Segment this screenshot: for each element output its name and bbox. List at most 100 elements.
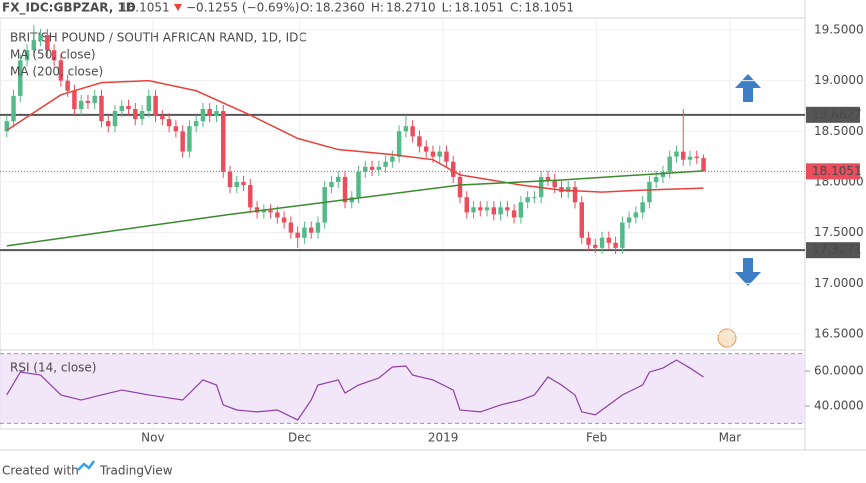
down-arrow	[735, 258, 761, 286]
x-tick-label: Nov	[141, 431, 164, 445]
candle-body	[106, 121, 111, 127]
rsi-tick-label: 60.0000	[814, 364, 864, 378]
header: FX_IDC:GBPZAR, 1D 18.1051 −0.1255 (−0.69…	[2, 1, 299, 16]
candle-body	[221, 111, 226, 172]
ohlc-label: L:	[442, 1, 453, 15]
candle-body	[464, 197, 469, 213]
candle-body	[525, 197, 530, 203]
ohlc-value: 18.2710	[386, 1, 436, 15]
candle-body	[640, 202, 645, 213]
candle-body	[322, 187, 327, 223]
candle-body	[410, 126, 415, 137]
x-tick-label: Dec	[288, 431, 311, 445]
events-icon[interactable]	[717, 328, 737, 348]
candle-body	[281, 217, 287, 223]
candle-body	[92, 95, 97, 103]
candle-body	[342, 176, 348, 203]
candle-body	[180, 131, 185, 152]
candle-body	[376, 166, 382, 170]
rsi-legend: RSI (14, close)	[10, 361, 96, 375]
candle-body	[45, 35, 50, 51]
last-price-label: 18.1051	[812, 164, 862, 178]
candle-body	[275, 212, 280, 218]
candle-body	[545, 176, 551, 180]
candle-body	[234, 181, 239, 188]
y-tick-label: 17.0000	[814, 276, 864, 290]
candle-body	[241, 181, 246, 186]
ohlc-label: H:	[371, 1, 384, 15]
candle-body	[593, 244, 598, 248]
candle-body	[302, 227, 307, 238]
candle-body	[187, 126, 192, 152]
candle-body	[369, 166, 375, 170]
candle-body	[694, 156, 699, 159]
candle-body	[396, 131, 402, 157]
candle-body	[288, 222, 294, 233]
candle-body	[491, 207, 497, 215]
candle-body	[363, 166, 368, 172]
last-price-box	[806, 163, 860, 180]
candle-body	[444, 151, 449, 162]
candle-body	[430, 151, 436, 157]
tv-logo	[77, 460, 96, 471]
candle-body	[65, 80, 70, 91]
legend-entry: MA (200, close)	[10, 65, 103, 79]
candle-body	[146, 95, 152, 112]
candle-body	[166, 119, 172, 127]
candle-body	[261, 210, 267, 213]
candle-body	[390, 156, 395, 162]
level-label: 17.3271	[812, 243, 862, 257]
candle-body	[18, 60, 23, 96]
candle-body	[532, 197, 537, 199]
candle-body	[193, 121, 199, 127]
ohlc-label: C:	[510, 1, 522, 15]
x-tick-label: 2019	[428, 431, 459, 445]
y-tick-label: 19.0000	[814, 73, 864, 87]
candle-body	[315, 222, 321, 233]
candle-body	[24, 50, 30, 61]
candle-body	[471, 207, 476, 213]
candle-body	[498, 207, 503, 215]
legend-entry: MA (50, close)	[10, 48, 96, 62]
candle-body	[633, 212, 639, 218]
candle-body	[254, 207, 260, 213]
ohlc-value: 18.1051	[524, 1, 574, 15]
candle-body	[85, 100, 91, 103]
candle-body	[133, 109, 138, 120]
x-tick-label: Feb	[586, 431, 607, 445]
candle-body	[119, 105, 124, 112]
candle-body	[579, 202, 584, 238]
candle-body	[356, 171, 361, 198]
candle-body	[31, 40, 37, 51]
candle-body	[586, 237, 591, 245]
candle-body	[308, 227, 314, 233]
y-tick-label: 19.5000	[814, 22, 864, 36]
candle-body	[626, 217, 632, 223]
candle-body	[647, 181, 652, 203]
candle-body	[295, 232, 300, 238]
y-tick-label: 17.5000	[814, 225, 864, 239]
candle-body	[674, 151, 679, 157]
down-triangle	[174, 4, 182, 11]
candle-body	[72, 90, 77, 110]
candle-body	[701, 158, 706, 172]
candle-body	[552, 179, 557, 188]
candle-body	[687, 156, 693, 160]
change: −0.1255 (−0.69%)	[186, 1, 299, 15]
footer-created: Created with	[2, 464, 79, 478]
x-tick-label: Mar	[719, 431, 742, 445]
y-tick-label: 18.5000	[814, 124, 864, 138]
candle-body	[620, 222, 625, 248]
candle-body	[227, 171, 233, 188]
candle-body	[38, 35, 43, 41]
ma-line	[6, 170, 704, 247]
candle-body	[566, 187, 571, 193]
footer-brand: TradingView	[99, 464, 173, 478]
last-price: 18.1051	[120, 1, 170, 15]
candle-body	[99, 95, 104, 122]
candle-body	[511, 210, 517, 218]
candle-body	[207, 109, 212, 117]
ohlc-value: 18.1051	[454, 1, 504, 15]
candle-body	[518, 202, 524, 218]
